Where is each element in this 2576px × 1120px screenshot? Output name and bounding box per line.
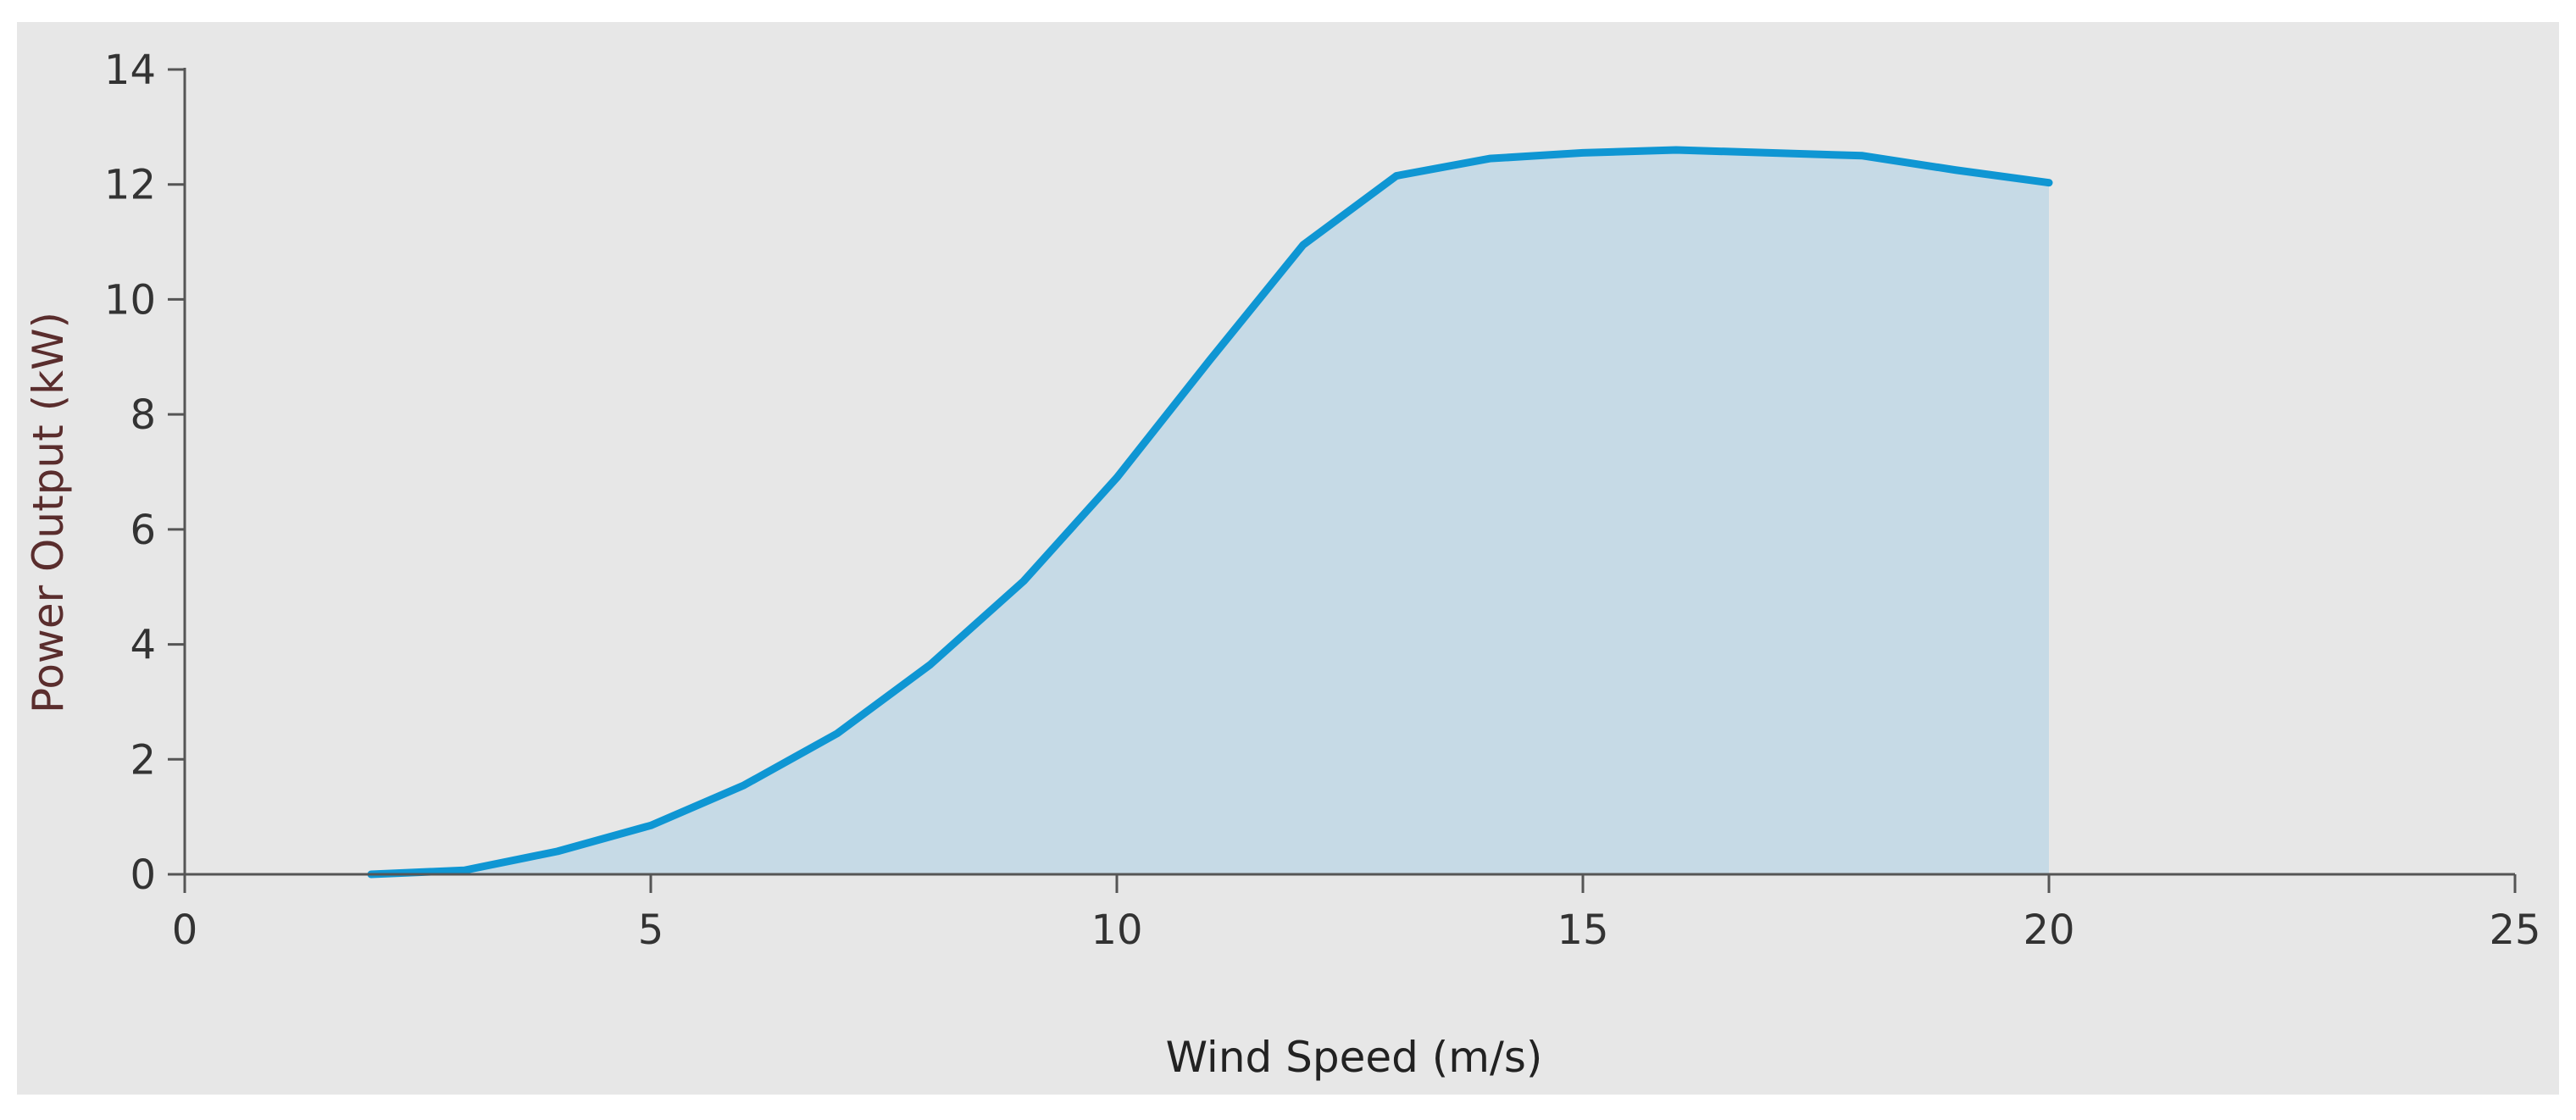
y-tick-label: 4 [130,622,156,669]
y-axis-title: Power Output (kW) [24,312,73,713]
x-tick-label: 10 [1091,907,1142,954]
data-point [1768,152,1770,153]
x-tick-label: 15 [1557,907,1608,954]
data-point [1489,158,1491,159]
data-point [1582,152,1584,153]
series-area [371,150,2049,874]
x-axis-title: Wind Speed (m/s) [1166,1033,1543,1082]
x-tick-label: 5 [638,907,664,954]
data-point [2048,182,2050,184]
data-point [1675,149,1677,151]
y-tick-label: 8 [130,391,156,439]
axes-layer [168,68,2517,893]
plot-layer [367,146,2053,879]
y-tick-label: 0 [130,851,156,899]
data-point [1302,244,1304,246]
labels-layer: 0 5 10 15 20 25 0 2 4 6 8 10 12 14 [104,47,2541,954]
x-tick-label: 0 [172,907,198,954]
y-tick-label: 10 [104,276,156,324]
y-tick-label: 12 [104,162,156,209]
data-point [464,869,465,871]
data-point [930,663,931,665]
y-tick-label: 14 [104,47,156,94]
data-point [650,824,652,826]
data-point [1116,477,1118,479]
x-tick-label: 25 [2489,907,2540,954]
data-point [836,733,838,735]
y-tick-label: 2 [130,736,156,784]
data-point [1209,359,1211,361]
data-point [1955,169,1957,171]
data-point [1396,175,1397,177]
y-tick-label: 6 [130,507,156,554]
x-tick-label: 20 [2023,907,2074,954]
